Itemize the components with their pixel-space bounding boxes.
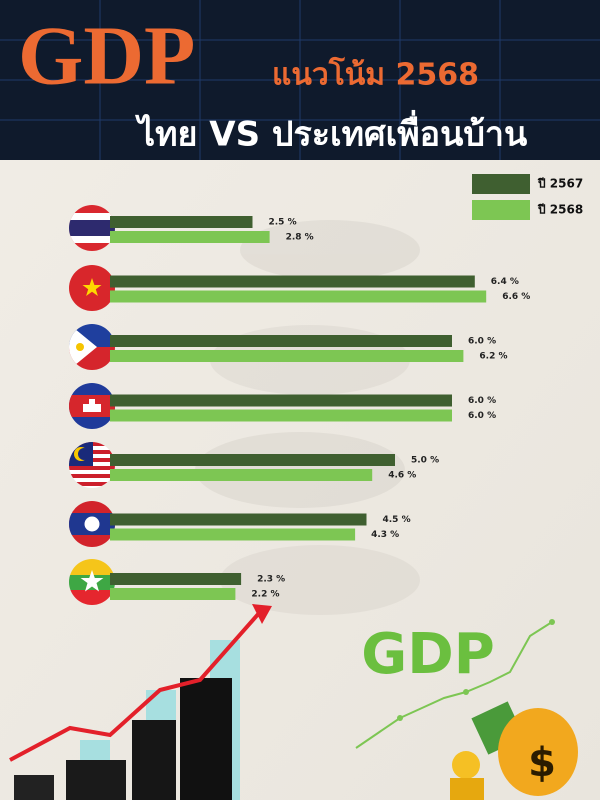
bar bbox=[110, 588, 236, 600]
flag-myanmar bbox=[69, 559, 115, 605]
flag-philippines bbox=[69, 324, 115, 370]
value-label: 2.5 % bbox=[269, 218, 297, 228]
value-label: 6.4 % bbox=[491, 277, 519, 287]
growth-illustration: $ bbox=[355, 619, 578, 800]
svg-text:$: $ bbox=[528, 740, 556, 786]
value-label: 2.2 % bbox=[251, 590, 279, 600]
subtitle: แนวโน้ม 2568 bbox=[272, 56, 479, 93]
value-label: 2.8 % bbox=[286, 233, 314, 243]
value-label: 6.2 % bbox=[479, 352, 507, 362]
value-label: 4.6 % bbox=[388, 471, 416, 481]
value-label: 6.0 % bbox=[468, 411, 496, 421]
decor-text: GDP bbox=[361, 622, 495, 687]
bar bbox=[110, 573, 242, 585]
flag-vietnam bbox=[69, 265, 115, 311]
bar bbox=[110, 409, 452, 422]
legend-swatch bbox=[472, 174, 530, 194]
heading: ไทย VS ประเทศเพื่อนบ้าน bbox=[135, 110, 527, 155]
bar bbox=[110, 290, 487, 303]
bar bbox=[110, 231, 270, 243]
value-label: 6.6 % bbox=[502, 292, 530, 302]
legend-label: ปี 2568 bbox=[537, 203, 583, 217]
value-label: 4.3 % bbox=[371, 530, 399, 540]
flag-thailand bbox=[69, 205, 115, 251]
city-illustration bbox=[9, 604, 272, 800]
title: GDP bbox=[18, 9, 195, 102]
flag-malaysia bbox=[69, 442, 115, 488]
legend-swatch bbox=[472, 200, 530, 220]
bar bbox=[110, 350, 464, 362]
bar bbox=[110, 394, 452, 407]
value-label: 5.0 % bbox=[411, 456, 439, 466]
bar bbox=[110, 335, 452, 347]
bar bbox=[110, 275, 475, 288]
flag-cambodia bbox=[69, 383, 115, 429]
flag-laos bbox=[69, 501, 115, 547]
header-grid bbox=[0, 0, 600, 160]
bar bbox=[110, 454, 395, 466]
value-label: 6.0 % bbox=[468, 337, 496, 347]
bar bbox=[110, 216, 253, 228]
legend-label: ปี 2567 bbox=[537, 177, 583, 191]
value-label: 2.3 % bbox=[257, 575, 285, 585]
bar bbox=[110, 528, 356, 541]
value-label: 6.0 % bbox=[468, 396, 496, 406]
bar bbox=[110, 469, 373, 481]
bar bbox=[110, 513, 367, 526]
value-label: 4.5 % bbox=[383, 515, 411, 525]
